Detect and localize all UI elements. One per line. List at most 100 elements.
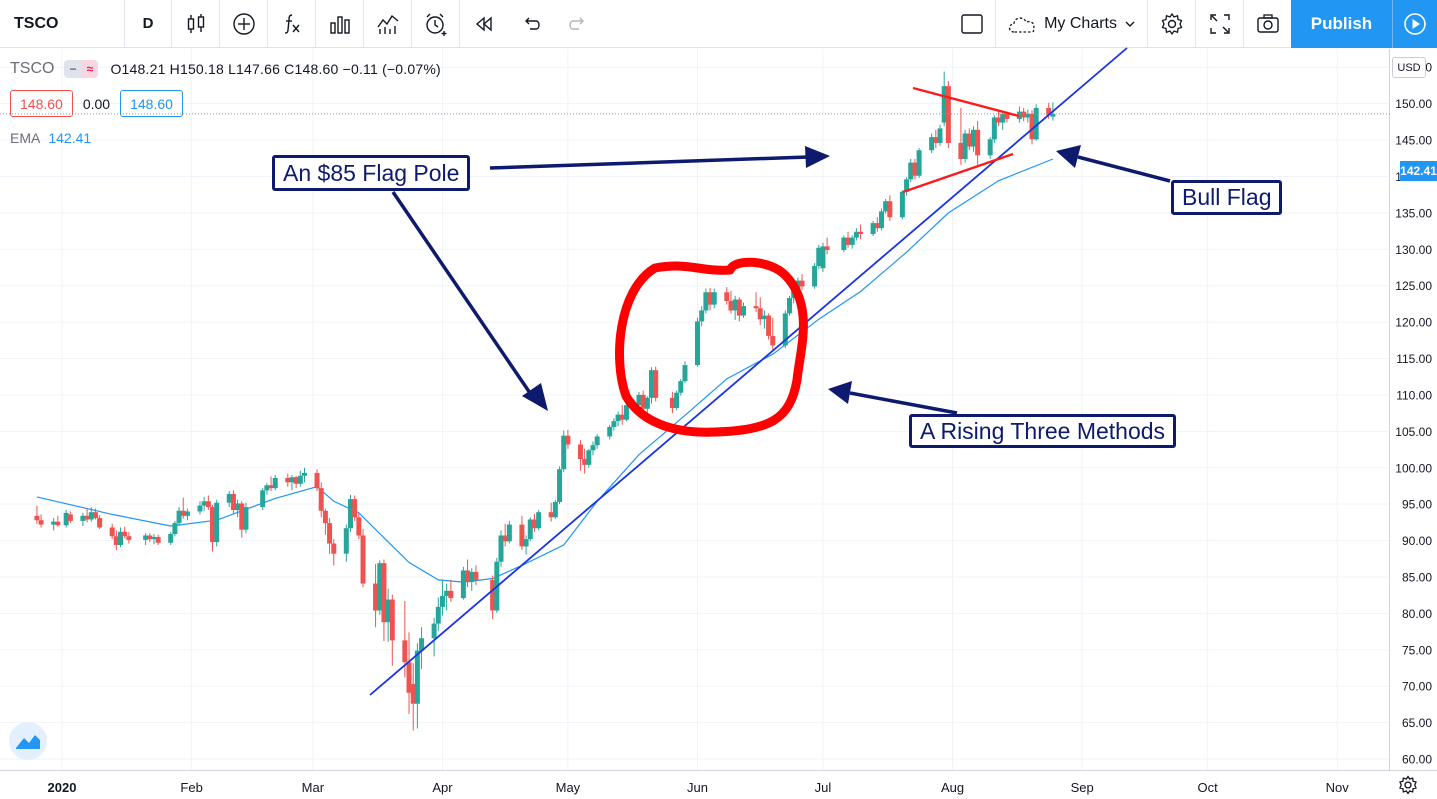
- candle-body: [707, 292, 713, 305]
- candle-body: [728, 300, 734, 311]
- candle: [707, 287, 713, 311]
- wave-icon[interactable]: ≈: [81, 60, 99, 78]
- candle-body: [849, 237, 855, 245]
- replay-icon[interactable]: [460, 0, 507, 48]
- layout-icon[interactable]: [948, 0, 995, 48]
- interval-button[interactable]: D: [125, 0, 172, 48]
- price-tick-label: 120.00: [1395, 316, 1432, 330]
- bull-flag-callout[interactable]: Bull Flag: [1171, 180, 1283, 215]
- minus-icon[interactable]: −: [64, 60, 82, 78]
- candle-body: [1021, 111, 1027, 118]
- candle-body: [51, 521, 57, 525]
- candle: [38, 514, 44, 528]
- rising-three-callout[interactable]: A Rising Three Methods: [909, 414, 1177, 448]
- candle: [874, 217, 880, 232]
- candle-body: [786, 298, 792, 314]
- tradingview-logo-icon[interactable]: [9, 722, 47, 760]
- price-tick-label: 95.00: [1402, 498, 1432, 512]
- currency-badge[interactable]: USD: [1392, 57, 1426, 78]
- candle-body: [904, 179, 910, 192]
- ema-price-badge: 142.41: [1400, 161, 1437, 181]
- settings-icon[interactable]: [1148, 0, 1195, 48]
- candle-body: [615, 414, 621, 422]
- candle-body: [285, 477, 291, 483]
- candle-body: [343, 528, 349, 554]
- candle: [230, 490, 236, 515]
- ema-label[interactable]: EMA: [10, 130, 41, 146]
- candle: [912, 158, 918, 180]
- candle: [239, 501, 245, 538]
- legend-ohlc: O148.21 H150.18 L147.66 C148.60 −0.11 (−…: [110, 61, 441, 77]
- candle-body: [812, 266, 818, 287]
- camera-icon[interactable]: [1244, 0, 1291, 48]
- sell-price[interactable]: 148.60: [10, 90, 73, 117]
- fx-icon[interactable]: [268, 0, 315, 48]
- candle-body: [1029, 113, 1035, 140]
- candle-body: [607, 426, 613, 437]
- candle-body: [945, 86, 951, 143]
- my-charts-button[interactable]: My Charts: [995, 0, 1148, 48]
- chart-settings-icon[interactable]: [1397, 774, 1419, 796]
- candle-body: [143, 535, 149, 540]
- candle-body: [197, 505, 203, 512]
- legend-ema: EMA 142.41: [10, 130, 91, 146]
- buy-price[interactable]: 148.60: [120, 90, 183, 117]
- candle: [636, 392, 642, 408]
- candle-body: [172, 523, 178, 535]
- candle: [92, 508, 98, 520]
- add-indicator-icon[interactable]: [220, 0, 267, 48]
- candle: [548, 502, 554, 522]
- candle-body: [184, 511, 190, 516]
- price-tick-label: 65.00: [1402, 716, 1432, 730]
- alert-icon[interactable]: [412, 0, 459, 48]
- candle-body: [561, 435, 567, 470]
- candle: [653, 366, 659, 402]
- candle-body: [1025, 113, 1031, 118]
- candle-body: [406, 662, 412, 693]
- compare-icon[interactable]: [364, 0, 411, 48]
- candle-body: [741, 306, 747, 316]
- bars-template-icon[interactable]: [316, 0, 363, 48]
- symbol-search-button[interactable]: TSCO: [0, 0, 125, 48]
- candle: [67, 511, 73, 524]
- candle: [732, 295, 738, 320]
- candle-body: [389, 599, 395, 641]
- candle: [849, 235, 855, 249]
- candle: [444, 583, 450, 611]
- play-icon[interactable]: [1392, 0, 1437, 48]
- candle: [184, 508, 190, 521]
- candle-body: [297, 475, 303, 484]
- undo-icon[interactable]: [507, 0, 554, 48]
- candle: [582, 448, 588, 474]
- candle-body: [180, 510, 186, 516]
- price-tick-label: 100.00: [1395, 461, 1432, 475]
- flag-pole-callout[interactable]: An $85 Flag Pole: [272, 155, 471, 191]
- candle-body: [414, 650, 420, 704]
- spread-value: 0.00: [82, 95, 111, 112]
- legend-toggle[interactable]: − ≈: [64, 60, 99, 78]
- candle-body: [322, 510, 328, 524]
- candle-body: [590, 445, 596, 451]
- publish-button[interactable]: Publish: [1291, 0, 1392, 48]
- candle: [623, 402, 629, 422]
- candle-body: [444, 590, 450, 596]
- candle-body: [448, 590, 454, 599]
- candle-body: [1000, 113, 1006, 123]
- candle-body: [519, 524, 525, 547]
- candle: [565, 429, 571, 449]
- candle-body: [210, 507, 216, 543]
- candle: [820, 242, 826, 272]
- toolbar-divider: [459, 0, 460, 48]
- legend-symbol[interactable]: TSCO: [10, 60, 55, 77]
- candle: [1029, 110, 1035, 145]
- candle-body: [360, 535, 366, 584]
- fullscreen-icon[interactable]: [1196, 0, 1243, 48]
- candle-body: [582, 459, 588, 465]
- candles-icon[interactable]: [172, 0, 219, 48]
- trendline: [369, 47, 1128, 696]
- candle: [669, 392, 675, 414]
- redo-icon[interactable]: [554, 0, 601, 48]
- candle-body: [63, 512, 69, 526]
- candle-body: [816, 247, 822, 267]
